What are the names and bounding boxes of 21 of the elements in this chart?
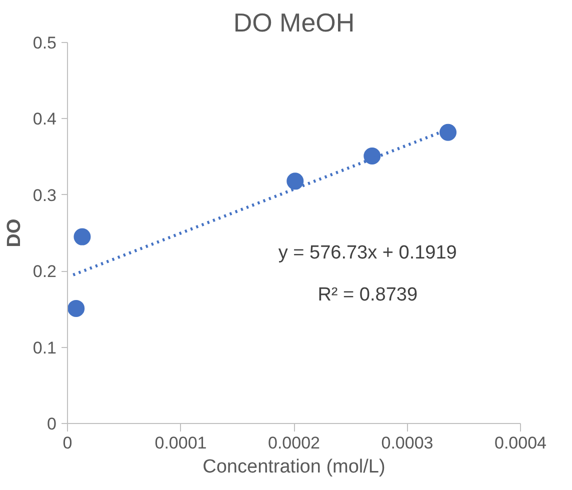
y-tick-label: 0.2 bbox=[32, 262, 57, 282]
x-tick-label: 0.0002 bbox=[268, 434, 320, 452]
x-axis-title: Concentration (mol/L) bbox=[202, 456, 386, 478]
x-tick-label: 0 bbox=[62, 434, 72, 452]
x-tick-label: 0.0003 bbox=[381, 434, 434, 452]
point bbox=[364, 148, 381, 165]
y-tick-label: 0 bbox=[47, 414, 57, 434]
point bbox=[286, 172, 304, 190]
y-tick-label: 0.1 bbox=[32, 338, 57, 358]
y-tick-label: 0.4 bbox=[32, 110, 57, 129]
y-axis-title: DO bbox=[4, 218, 25, 248]
y-tick-label: 0.5 bbox=[32, 34, 57, 52]
point bbox=[68, 300, 85, 317]
x-tick-label: 0.0001 bbox=[154, 434, 207, 452]
chart-title: DO MeOH bbox=[233, 8, 355, 38]
y-tick-label: 0.3 bbox=[32, 186, 57, 205]
point bbox=[74, 228, 91, 246]
annotation: R² = 0.8739 bbox=[318, 284, 418, 306]
annotation: y = 576.73x + 0.1919 bbox=[278, 242, 457, 264]
x-tick-label: 0.0004 bbox=[494, 434, 546, 452]
point bbox=[440, 124, 457, 141]
